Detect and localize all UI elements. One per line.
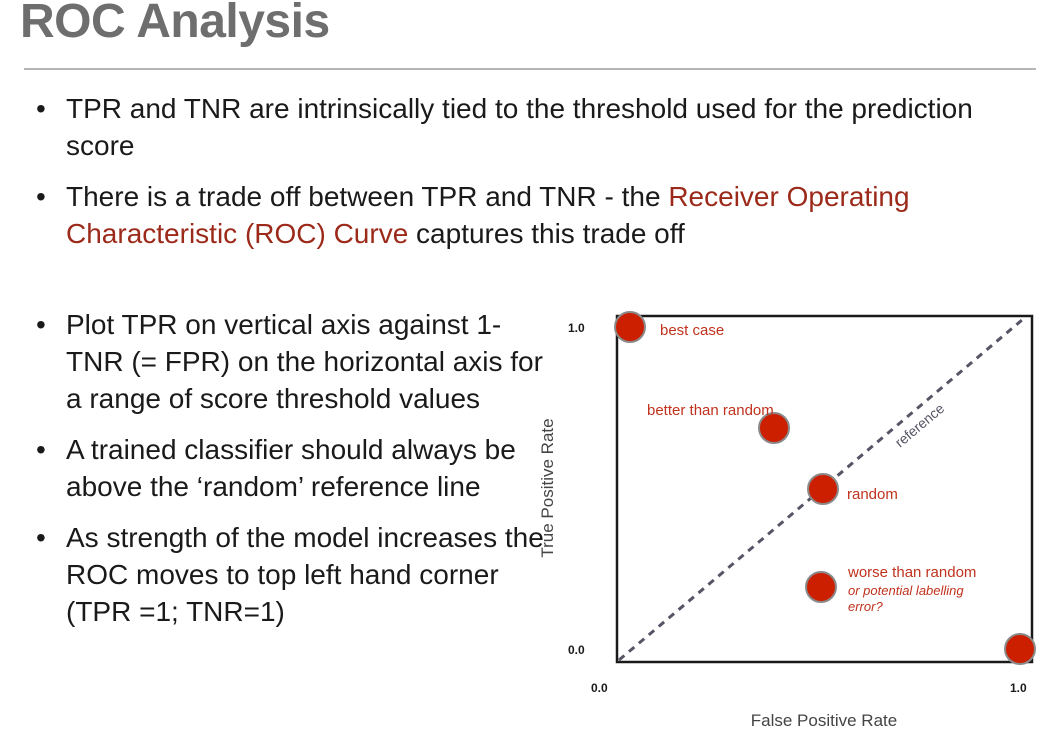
point-bottom-right bbox=[1004, 633, 1036, 665]
y-tick-top: 1.0 bbox=[568, 321, 585, 335]
point-best-case bbox=[614, 311, 646, 343]
x-axis-label: False Positive Rate bbox=[751, 711, 897, 730]
bullet-trained-classifier: A trained classifier should always be ab… bbox=[24, 431, 554, 505]
bullet-tradeoff-post: captures this trade off bbox=[408, 218, 685, 249]
plot-frame bbox=[615, 314, 1034, 664]
slide-title: ROC Analysis bbox=[20, 0, 330, 48]
bullet-threshold: TPR and TNR are intrinsically tied to th… bbox=[24, 90, 1004, 164]
top-bullet-list: TPR and TNR are intrinsically tied to th… bbox=[24, 90, 1004, 266]
label-better-than-random: better than random bbox=[647, 402, 774, 419]
left-bullet-list: Plot TPR on vertical axis against 1-TNR … bbox=[24, 306, 554, 644]
label-labelling-error-line2: error? bbox=[848, 599, 883, 614]
x-tick-right: 1.0 bbox=[1010, 681, 1027, 695]
label-best-case: best case bbox=[660, 322, 724, 339]
bullet-tradeoff: There is a trade off between TPR and TNR… bbox=[24, 178, 1004, 252]
roc-diagram: reference 1.0 0.0 0.0 1.0 True Positive … bbox=[538, 311, 1036, 730]
label-random: random bbox=[847, 486, 898, 503]
bullet-plot-tpr: Plot TPR on vertical axis against 1-TNR … bbox=[24, 306, 554, 417]
point-better-than-random bbox=[758, 412, 790, 444]
point-worse-than-random bbox=[805, 571, 837, 603]
bullet-trained-classifier-text: A trained classifier should always be ab… bbox=[66, 434, 516, 502]
y-tick-bottom: 0.0 bbox=[568, 643, 585, 657]
title-divider bbox=[24, 68, 1036, 70]
bullet-model-strength-text: As strength of the model increases the R… bbox=[66, 522, 544, 627]
y-axis-label: True Positive Rate bbox=[538, 418, 557, 557]
x-tick-left: 0.0 bbox=[591, 681, 608, 695]
label-worse-than-random: worse than random bbox=[847, 564, 976, 581]
label-labelling-error-line1: or potential labelling bbox=[848, 583, 964, 598]
bullet-plot-tpr-text: Plot TPR on vertical axis against 1-TNR … bbox=[66, 309, 543, 414]
roc-curve-highlight: Receiver Operating Characteristic (ROC) … bbox=[66, 181, 910, 249]
bullet-model-strength: As strength of the model increases the R… bbox=[24, 519, 554, 630]
bullet-tradeoff-pre: There is a trade off between TPR and TNR… bbox=[66, 181, 669, 212]
bullet-threshold-text: TPR and TNR are intrinsically tied to th… bbox=[66, 93, 973, 161]
point-random bbox=[807, 473, 839, 505]
